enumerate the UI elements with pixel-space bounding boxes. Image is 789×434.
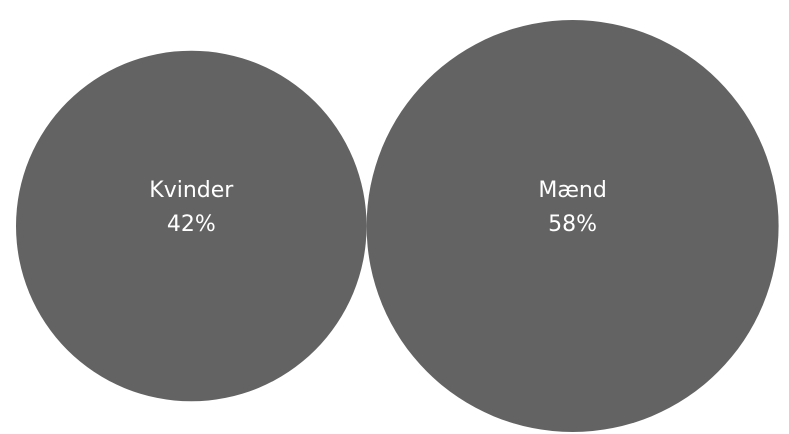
bubble-maend (366, 20, 779, 432)
bubble-kvinder (16, 50, 367, 402)
bubble-category-label-kvinder: Kvinder (149, 178, 234, 203)
bubble-layer (16, 20, 779, 432)
bubble-value-label-maend: 58% (548, 212, 597, 237)
label-layer: Kvinder 42% Mænd 58% (149, 178, 607, 237)
bubble-value-label-kvinder: 42% (167, 212, 216, 237)
bubble-category-label-maend: Mænd (538, 178, 607, 203)
